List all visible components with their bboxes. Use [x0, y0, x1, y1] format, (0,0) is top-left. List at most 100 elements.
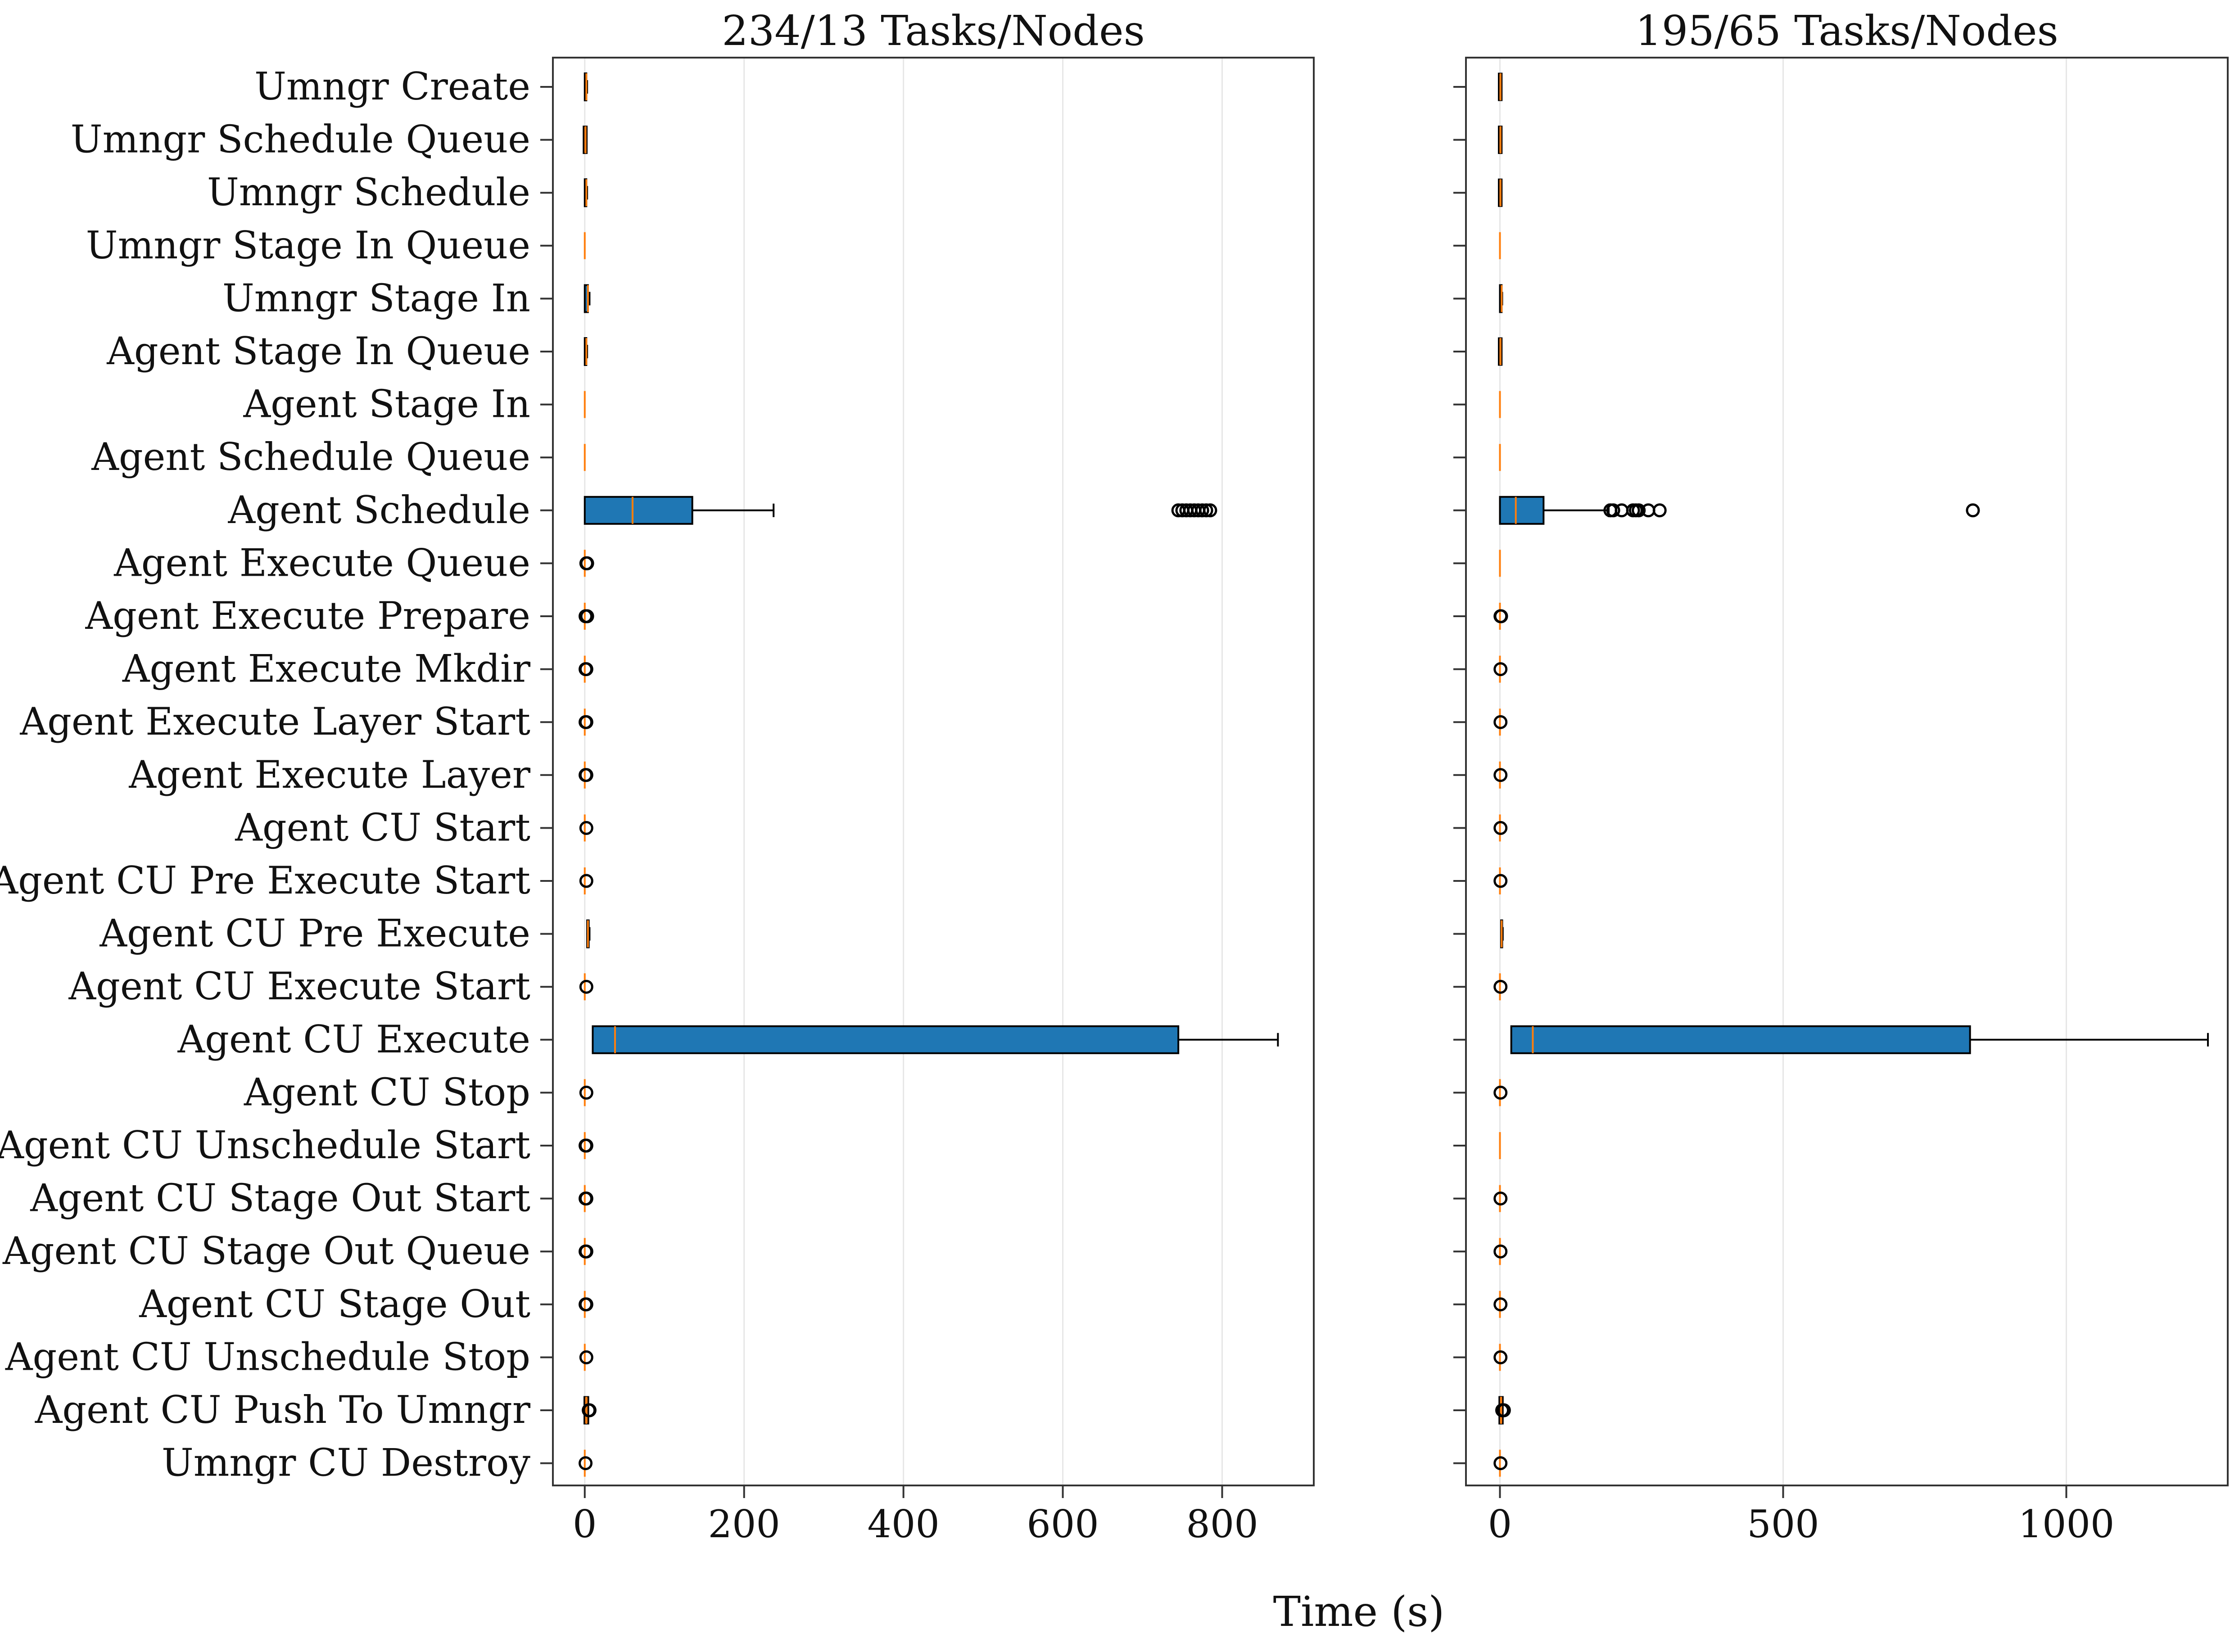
category-label-agent-cu-stage-out-start: Agent CU Stage Out Start	[30, 1176, 530, 1220]
outlier-point	[582, 1403, 597, 1417]
box-agent-schedule	[583, 496, 1217, 525]
outlier-point	[1199, 503, 1213, 518]
box-agent-schedule	[1499, 496, 1980, 525]
outlier-point	[579, 874, 593, 888]
category-label-umngr-cu-destroy: Umngr CU Destroy	[162, 1441, 531, 1485]
x-tick-label: 800	[1186, 1502, 1258, 1546]
box-agent-cu-pre-execute-start	[1493, 867, 1508, 894]
box-umngr-schedule-queue	[1497, 126, 1503, 154]
box-agent-cu-execute-start	[1493, 973, 1508, 1001]
category-label-umngr-stage-in-queue: Umngr Stage In Queue	[86, 223, 530, 267]
category-label-agent-cu-push-to-umngr: Agent CU Push To Umngr	[35, 1388, 531, 1432]
box-agent-cu-stage-out-start	[579, 1185, 593, 1212]
outlier-point	[1493, 1192, 1508, 1206]
box-agent-execute-mkdir	[579, 655, 593, 683]
category-label-agent-execute-mkdir: Agent Execute Mkdir	[122, 647, 531, 691]
box-agent-cu-unschedule-start	[579, 1132, 593, 1159]
outlier-point	[1493, 1244, 1508, 1259]
right-panel: 195/65 Tasks/Nodes 0 500 1000	[1453, 7, 2229, 1546]
category-label-agent-cu-unschedule-start: Agent CU Unschedule Start	[0, 1123, 530, 1167]
plot-frame	[1465, 57, 2229, 1486]
box-agent-cu-pre-execute	[586, 919, 591, 948]
box-agent-execute-layer-start	[579, 709, 593, 736]
outlier-point	[1493, 1297, 1508, 1312]
box-umngr-schedule	[1497, 178, 1503, 207]
category-label-agent-execute-queue: Agent Execute Queue	[113, 541, 530, 585]
category-label-agent-cu-execute: Agent CU Execute	[177, 1017, 530, 1061]
box-agent-cu-push-to-umngr	[1495, 1396, 1511, 1425]
box-agent-cu-unschedule-stop	[579, 1344, 593, 1371]
box-umngr-cu-destroy	[579, 1449, 593, 1477]
box-body	[1510, 1025, 1971, 1054]
box-agent-cu-stop	[579, 1079, 593, 1106]
x-axis-label: Time (s)	[1273, 1588, 1445, 1636]
outlier-point	[1493, 874, 1508, 888]
outlier-point	[1493, 979, 1508, 994]
outlier-point	[1493, 715, 1508, 729]
box-agent-stage-in-queue	[1497, 337, 1503, 366]
outlier-point	[579, 715, 593, 729]
box-agent-execute-layer	[579, 761, 593, 789]
outlier-point	[1493, 821, 1508, 835]
outlier-point	[579, 1192, 593, 1206]
box-agent-cu-stop	[1493, 1079, 1508, 1106]
panel-title: 195/65 Tasks/Nodes	[1635, 7, 2058, 55]
outlier-point	[1632, 503, 1646, 518]
outlier-point	[1606, 503, 1620, 518]
outlier-point	[579, 1085, 593, 1100]
category-label-agent-stage-in-queue: Agent Stage In Queue	[106, 329, 530, 373]
category-label-umngr-stage-in: Umngr Stage In	[222, 276, 530, 320]
outlier-point	[579, 979, 593, 994]
outlier-point	[579, 1297, 593, 1312]
box-body	[592, 1025, 1180, 1054]
x-tick-label: 400	[867, 1502, 939, 1546]
box-umngr-create	[583, 72, 588, 101]
panel-title: 234/13 Tasks/Nodes	[722, 7, 1145, 55]
box-agent-cu-execute-start	[579, 973, 593, 1001]
box-agent-execute-prepare	[579, 603, 594, 630]
category-label-agent-stage-in: Agent Stage In	[243, 382, 530, 426]
category-label-umngr-create: Umngr Create	[254, 64, 530, 108]
box-umngr-create	[1497, 72, 1503, 101]
outlier-point	[1493, 1350, 1508, 1364]
outlier-point	[1494, 609, 1508, 623]
category-label-agent-cu-pre-execute-start: Agent CU Pre Execute Start	[0, 858, 530, 903]
outlier-point	[1493, 1456, 1508, 1471]
category-label-agent-schedule-queue: Agent Schedule Queue	[91, 435, 530, 479]
box-agent-cu-execute	[592, 1025, 1279, 1054]
box-agent-cu-stage-out-queue	[579, 1238, 593, 1265]
box-agent-cu-execute	[1510, 1025, 2209, 1054]
plot-frame	[552, 57, 1315, 1486]
box-agent-execute-layer	[1493, 761, 1508, 789]
outlier-point	[579, 768, 593, 782]
box-umngr-stage-in	[1499, 284, 1503, 313]
category-label-agent-execute-layer: Agent Execute Layer	[128, 753, 530, 797]
outlier-point	[579, 1456, 593, 1471]
box-umngr-schedule-queue	[583, 126, 588, 154]
outlier-point	[1652, 503, 1667, 518]
box-agent-cu-stage-out-queue	[1493, 1238, 1508, 1265]
box-umngr-cu-destroy	[1493, 1449, 1508, 1477]
outlier-point	[1493, 1085, 1508, 1100]
category-label-agent-execute-layer-start: Agent Execute Layer Start	[19, 700, 530, 744]
outlier-point	[1966, 503, 1980, 518]
category-label-agent-cu-execute-start: Agent CU Execute Start	[68, 964, 531, 1008]
outlier-point	[579, 821, 593, 835]
x-tick-label: 500	[1747, 1502, 1819, 1546]
box-agent-cu-push-to-umngr	[582, 1396, 597, 1425]
outlier-point	[579, 662, 593, 677]
outlier-point	[1497, 1403, 1511, 1417]
box-agent-execute-layer-start	[1493, 709, 1508, 736]
category-label-agent-cu-pre-execute: Agent CU Pre Execute	[99, 912, 530, 956]
outlier-point	[1493, 662, 1508, 677]
outlier-point	[580, 556, 594, 570]
x-tick-label: 1000	[2018, 1502, 2115, 1546]
category-label-agent-cu-stop: Agent CU Stop	[244, 1070, 530, 1114]
box-agent-cu-unschedule-stop	[1493, 1344, 1508, 1371]
outlier-point	[1203, 503, 1217, 518]
box-umngr-stage-in	[583, 284, 591, 313]
box-agent-stage-in-queue	[583, 337, 588, 366]
outlier-point	[1195, 503, 1209, 518]
box-agent-cu-stage-out-start	[1493, 1185, 1508, 1212]
